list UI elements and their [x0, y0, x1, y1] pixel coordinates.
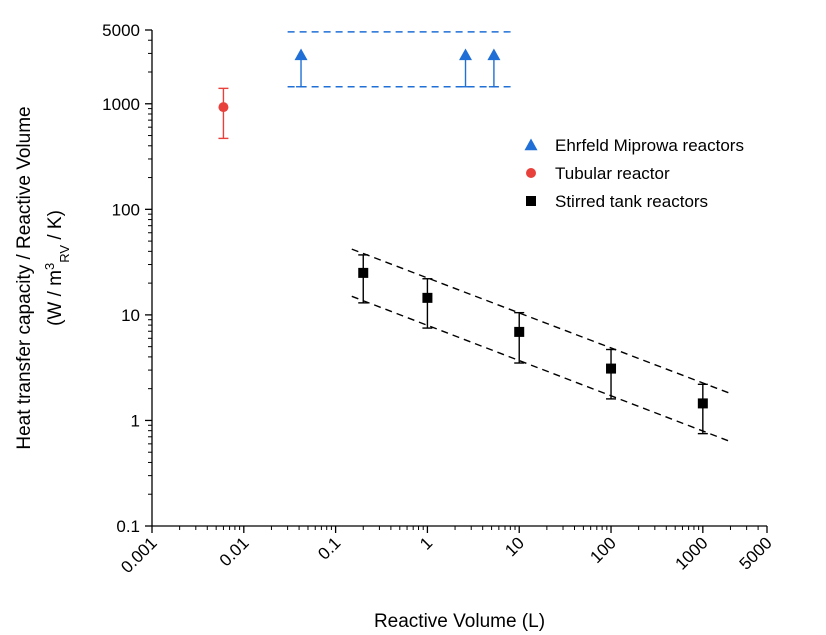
triangle-marker [294, 48, 308, 61]
triangle-marker [487, 48, 501, 61]
x-axis-title: Reactive Volume (L) [374, 611, 545, 632]
legend-label: Tubular reactor [555, 164, 670, 183]
square-marker [606, 363, 617, 374]
triangle-marker [524, 138, 538, 151]
legend-label: Stirred tank reactors [555, 192, 708, 211]
square-marker [697, 398, 708, 409]
y-axis-title-line2-sup: 3 [42, 263, 57, 270]
square-marker [526, 196, 536, 206]
x-tick-label: 0.001 [117, 533, 161, 577]
legend: Ehrfeld Miprowa reactors Tubular reactor S… [524, 136, 744, 211]
y-axis-title-line1: Heat transfer capacity / Reactive Volume [14, 106, 35, 449]
y-axis-title-line2-prefix: (W / m [45, 270, 66, 326]
x-tick-label: 1 [416, 533, 436, 553]
x-tick-label: 100 [586, 533, 619, 566]
y-axis-title-line2-suffix: / K) [45, 210, 66, 245]
square-marker [514, 326, 525, 337]
guide-line [351, 248, 731, 395]
axes: 0.1 1 10 100 1000 5000 0.001 0.01 0.1 1 10 100 1000 5… [102, 21, 776, 577]
y-tick-label: 5000 [102, 21, 140, 40]
x-tick-label: 10 [501, 533, 528, 560]
guide-lines [287, 31, 731, 443]
circle-marker [218, 102, 229, 113]
x-tick-label: 1000 [671, 533, 711, 573]
y-tick-label: 100 [112, 200, 140, 219]
circle-marker [526, 168, 536, 178]
square-marker [422, 292, 433, 303]
x-tick-label: 0.01 [216, 533, 253, 570]
x-tick-label: 5000 [736, 533, 776, 573]
y-axis-title-line2-sub: RV [57, 245, 72, 263]
y-tick-label: 1000 [102, 95, 140, 114]
triangle-marker [459, 48, 473, 61]
legend-label: Ehrfeld Miprowa reactors [555, 136, 744, 155]
square-marker [358, 267, 369, 278]
y-axis-title-line2: (W / m3RV / K) [42, 210, 72, 326]
guide-line [351, 295, 731, 443]
y-tick-label: 10 [121, 306, 140, 325]
x-tick-label: 0.1 [314, 533, 344, 563]
y-tick-label: 0.1 [116, 517, 140, 536]
y-tick-label: 1 [131, 411, 140, 430]
data-marks [218, 48, 708, 435]
